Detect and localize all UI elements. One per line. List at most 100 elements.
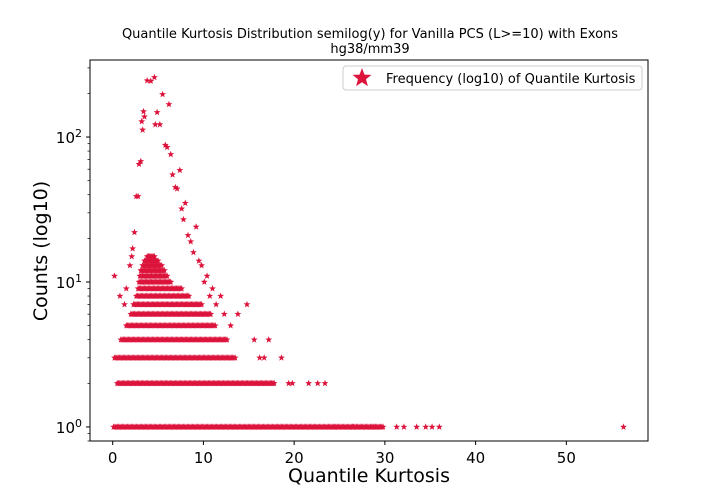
- data-point: [243, 300, 251, 308]
- data-point: [285, 379, 293, 387]
- x-axis-ticks: 0 10 20 30 40 50: [108, 441, 576, 467]
- data-point: [163, 143, 171, 151]
- data-point: [620, 423, 627, 430]
- data-point: [192, 223, 200, 230]
- y-axis-label: Counts (log10): [30, 181, 52, 321]
- data-point: [187, 237, 195, 245]
- data-point-band-9: [178, 285, 186, 292]
- data-point: [151, 73, 158, 81]
- data-points: [110, 73, 627, 430]
- data-point-band-5: [211, 322, 219, 329]
- data-point: [400, 423, 408, 430]
- data-point: [138, 117, 146, 125]
- data-point: [167, 150, 175, 158]
- data-point: [139, 126, 147, 133]
- data-point: [147, 77, 155, 85]
- data-point: [134, 192, 142, 200]
- data-point: [370, 423, 378, 430]
- data-point: [190, 248, 197, 256]
- x-tick-label: 30: [375, 449, 394, 467]
- data-point: [129, 244, 137, 252]
- data-point: [169, 171, 176, 178]
- x-axis-label: Quantile Kurtosis: [288, 465, 450, 487]
- data-point: [111, 272, 118, 279]
- data-point: [180, 215, 187, 223]
- data-point: [159, 90, 167, 98]
- data-point: [128, 252, 136, 260]
- data-point: [278, 354, 285, 361]
- data-point: [288, 379, 296, 387]
- data-point: [206, 292, 214, 299]
- data-point-band-6: [207, 310, 215, 318]
- y-tick-label: 101: [56, 272, 82, 292]
- data-point: [176, 166, 184, 174]
- y-tick-label: 100: [56, 417, 82, 437]
- data-point: [151, 120, 159, 128]
- data-point: [181, 199, 189, 207]
- legend-entry-label: Frequency (log10) of Quantile Kurtosis: [386, 72, 636, 87]
- data-point: [153, 108, 161, 116]
- data-point-band-1: [379, 423, 387, 430]
- data-point-band-2: [270, 379, 278, 387]
- data-point: [314, 379, 322, 387]
- legend: Frequency (log10) of Quantile Kurtosis: [342, 65, 643, 91]
- legend-box: [342, 65, 643, 91]
- data-point: [198, 261, 206, 269]
- data-point: [234, 310, 242, 318]
- data-point: [184, 231, 192, 239]
- data-point: [212, 300, 220, 308]
- data-point: [209, 285, 216, 292]
- data-point: [250, 336, 258, 343]
- data-point: [195, 257, 203, 264]
- data-point-band-12: [160, 266, 168, 274]
- data-point-band-14: [154, 257, 162, 264]
- data-point-band-8: [185, 292, 193, 299]
- data-point-band-10: [167, 278, 175, 285]
- data-point: [393, 423, 401, 430]
- data-point: [137, 157, 145, 165]
- data-point: [331, 423, 339, 430]
- data-point: [165, 100, 173, 108]
- plot-frame: [89, 59, 649, 442]
- data-point: [422, 423, 430, 430]
- data-point: [435, 423, 443, 430]
- data-point: [131, 228, 138, 236]
- x-tick-label: 10: [194, 449, 213, 467]
- data-point: [265, 336, 273, 343]
- data-point: [126, 261, 134, 269]
- data-point: [349, 423, 357, 430]
- data-point: [121, 300, 128, 308]
- x-tick-label: 0: [108, 449, 118, 467]
- data-point-band-11: [163, 272, 171, 279]
- data-point: [321, 379, 329, 387]
- data-point: [141, 113, 148, 120]
- x-tick-label: 20: [285, 449, 304, 467]
- x-tick-label: 40: [466, 449, 485, 467]
- y-tick-label: 102: [56, 127, 82, 147]
- data-point: [220, 310, 228, 318]
- data-point-band-13: [158, 261, 166, 269]
- x-tick-label: 50: [557, 449, 576, 467]
- data-point: [200, 278, 208, 285]
- data-point: [413, 423, 421, 430]
- data-point-band-4: [223, 336, 231, 343]
- data-point-band-15: [151, 252, 158, 260]
- data-point: [428, 423, 436, 430]
- y-axis-ticks: 100 101 102: [56, 67, 90, 442]
- chart-subtitle: hg38/mm39: [330, 42, 409, 57]
- legend-star-icon: [352, 68, 372, 87]
- data-point: [140, 107, 147, 115]
- data-point: [256, 354, 264, 361]
- data-point: [305, 379, 313, 387]
- data-point: [260, 354, 268, 361]
- data-point: [171, 183, 179, 191]
- chart-title: Quantile Kurtosis Distribution semilog(y…: [122, 27, 618, 42]
- data-point-band-3: [231, 354, 239, 361]
- data-point: [122, 285, 130, 292]
- data-point: [116, 292, 124, 299]
- data-point: [203, 272, 211, 279]
- data-point: [161, 141, 169, 148]
- data-point: [156, 120, 164, 128]
